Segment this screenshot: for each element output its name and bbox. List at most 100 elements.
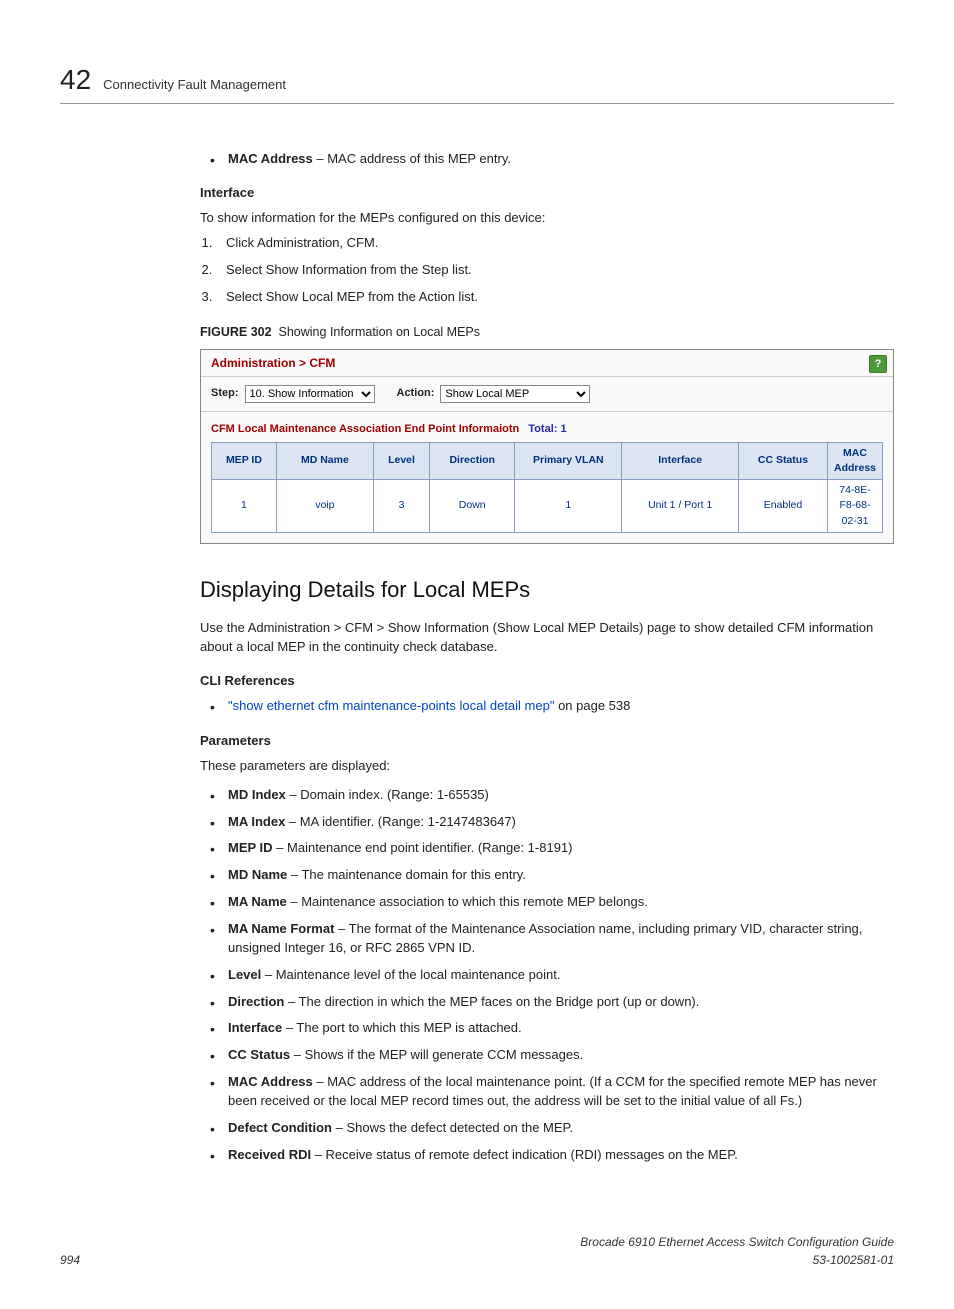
chapter-number: 42 bbox=[60, 60, 91, 101]
param-item: CC Status – Shows if the MEP will genera… bbox=[200, 1046, 894, 1065]
figure-caption: FIGURE 302 Showing Information on Local … bbox=[200, 323, 894, 341]
param-item: MA Name Format – The format of the Maint… bbox=[200, 920, 894, 958]
cli-link[interactable]: "show ethernet cfm maintenance-points lo… bbox=[228, 698, 554, 713]
table-row: 1voip3Down1Unit 1 / Port 1Enabled74-8E-F… bbox=[212, 480, 883, 533]
param-term: MD Index bbox=[228, 787, 286, 802]
param-item: MA Index – MA identifier. (Range: 1-2147… bbox=[200, 813, 894, 832]
param-desc: – Maintenance level of the local mainten… bbox=[261, 967, 560, 982]
footer-page: 994 bbox=[60, 1252, 80, 1269]
param-desc: – Maintenance end point identifier. (Ran… bbox=[273, 840, 573, 855]
table-cell: 1 bbox=[212, 480, 277, 533]
help-icon[interactable]: ? bbox=[869, 355, 887, 373]
param-term: Received RDI bbox=[228, 1147, 311, 1162]
param-item: Direction – The direction in which the M… bbox=[200, 993, 894, 1012]
figure-box: Administration > CFM ? Step: 10. Show In… bbox=[200, 349, 894, 544]
param-desc: – The port to which this MEP is attached… bbox=[282, 1020, 521, 1035]
table-header-cell: Level bbox=[373, 442, 429, 479]
table-header-row: MEP IDMD NameLevelDirectionPrimary VLANI… bbox=[212, 442, 883, 479]
param-term: CC Status bbox=[228, 1047, 290, 1062]
param-desc: – Receive status of remote defect indica… bbox=[311, 1147, 738, 1162]
param-item: MA Name – Maintenance association to whi… bbox=[200, 893, 894, 912]
param-desc: – Shows if the MEP will generate CCM mes… bbox=[290, 1047, 583, 1062]
param-desc: – MA identifier. (Range: 1-2147483647) bbox=[285, 814, 516, 829]
cli-list: "show ethernet cfm maintenance-points lo… bbox=[200, 697, 894, 716]
param-term: Interface bbox=[228, 1020, 282, 1035]
param-term: MAC Address bbox=[228, 1074, 313, 1089]
param-item: MEP ID – Maintenance end point identifie… bbox=[200, 839, 894, 858]
table-header-cell: Interface bbox=[622, 442, 739, 479]
interface-intro: To show information for the MEPs configu… bbox=[200, 209, 894, 228]
param-desc: – The direction in which the MEP faces o… bbox=[284, 994, 699, 1009]
page-footer: 994 Brocade 6910 Ethernet Access Switch … bbox=[60, 1234, 894, 1269]
param-item: MD Index – Domain index. (Range: 1-65535… bbox=[200, 786, 894, 805]
param-desc: – Shows the defect detected on the MEP. bbox=[332, 1120, 573, 1135]
subsection-title: Displaying Details for Local MEPs bbox=[200, 574, 894, 606]
step-select[interactable]: 10. Show Information bbox=[245, 385, 375, 403]
cli-label: CLI References bbox=[200, 672, 894, 691]
param-term: Level bbox=[228, 967, 261, 982]
table-cell: Unit 1 / Port 1 bbox=[622, 480, 739, 533]
term: MAC Address bbox=[228, 151, 313, 166]
param-item: Level – Maintenance level of the local m… bbox=[200, 966, 894, 985]
top-bullet-list: MAC Address – MAC address of this MEP en… bbox=[200, 150, 894, 169]
param-desc: – The maintenance domain for this entry. bbox=[287, 867, 526, 882]
table-cell: 1 bbox=[515, 480, 622, 533]
figure-caption-text: Showing Information on Local MEPs bbox=[279, 325, 481, 339]
param-item: Received RDI – Receive status of remote … bbox=[200, 1146, 894, 1165]
cli-item: "show ethernet cfm maintenance-points lo… bbox=[200, 697, 894, 716]
table-header-cell: CC Status bbox=[738, 442, 827, 479]
footer-book: Brocade 6910 Ethernet Access Switch Conf… bbox=[580, 1235, 894, 1249]
footer-right: Brocade 6910 Ethernet Access Switch Conf… bbox=[580, 1234, 894, 1269]
figure-header: Administration > CFM ? bbox=[201, 350, 893, 377]
figure-table: MEP IDMD NameLevelDirectionPrimary VLANI… bbox=[211, 442, 883, 533]
step-label: Step: bbox=[211, 386, 239, 402]
param-desc: – Maintenance association to which this … bbox=[287, 894, 648, 909]
param-term: MD Name bbox=[228, 867, 287, 882]
param-term: MEP ID bbox=[228, 840, 273, 855]
param-term: Direction bbox=[228, 994, 284, 1009]
params-intro: These parameters are displayed: bbox=[200, 757, 894, 776]
step-item: Select Show Information from the Step li… bbox=[216, 261, 894, 280]
table-header-cell: MAC Address bbox=[827, 442, 882, 479]
table-cell: Down bbox=[430, 480, 515, 533]
step-item: Click Administration, CFM. bbox=[216, 234, 894, 253]
subsection-intro: Use the Administration > CFM > Show Info… bbox=[200, 619, 894, 657]
action-label: Action: bbox=[397, 386, 435, 402]
action-select[interactable]: Show Local MEP bbox=[440, 385, 590, 403]
figure-breadcrumb: Administration > CFM bbox=[211, 355, 335, 372]
figure-total: Total: 1 bbox=[528, 423, 566, 435]
table-header-cell: Primary VLAN bbox=[515, 442, 622, 479]
desc: – MAC address of this MEP entry. bbox=[313, 151, 511, 166]
interface-steps: Click Administration, CFM. Select Show I… bbox=[200, 234, 894, 307]
chapter-header: 42 Connectivity Fault Management bbox=[60, 60, 894, 104]
table-header-cell: Direction bbox=[430, 442, 515, 479]
figure-subtitle: CFM Local Maintenance Association End Po… bbox=[201, 412, 893, 442]
param-desc: – MAC address of the local maintenance p… bbox=[228, 1074, 877, 1108]
param-term: MA Name Format bbox=[228, 921, 334, 936]
params-list: MD Index – Domain index. (Range: 1-65535… bbox=[200, 786, 894, 1165]
param-item: MAC Address – MAC address of the local m… bbox=[200, 1073, 894, 1111]
table-cell: 3 bbox=[373, 480, 429, 533]
table-header-cell: MEP ID bbox=[212, 442, 277, 479]
param-desc: – Domain index. (Range: 1-65535) bbox=[286, 787, 489, 802]
param-term: MA Index bbox=[228, 814, 285, 829]
figure-controls: Step: 10. Show Information Action: Show … bbox=[201, 377, 893, 412]
table-cell: Enabled bbox=[738, 480, 827, 533]
param-item: MD Name – The maintenance domain for thi… bbox=[200, 866, 894, 885]
param-item: Defect Condition – Shows the defect dete… bbox=[200, 1119, 894, 1138]
param-term: MA Name bbox=[228, 894, 287, 909]
step-item: Select Show Local MEP from the Action li… bbox=[216, 288, 894, 307]
table-cell: voip bbox=[276, 480, 373, 533]
interface-label: Interface bbox=[200, 184, 894, 203]
bullet-item: MAC Address – MAC address of this MEP en… bbox=[200, 150, 894, 169]
figure-subtitle-main: CFM Local Maintenance Association End Po… bbox=[211, 423, 519, 435]
param-term: Defect Condition bbox=[228, 1120, 332, 1135]
cli-suffix: on page 538 bbox=[554, 698, 630, 713]
figure-label: FIGURE 302 bbox=[200, 325, 272, 339]
footer-docnum: 53-1002581-01 bbox=[813, 1253, 894, 1267]
table-header-cell: MD Name bbox=[276, 442, 373, 479]
params-label: Parameters bbox=[200, 732, 894, 751]
param-item: Interface – The port to which this MEP i… bbox=[200, 1019, 894, 1038]
chapter-title: Connectivity Fault Management bbox=[103, 76, 286, 95]
table-cell: 74-8E-F8-68-02-31 bbox=[827, 480, 882, 533]
